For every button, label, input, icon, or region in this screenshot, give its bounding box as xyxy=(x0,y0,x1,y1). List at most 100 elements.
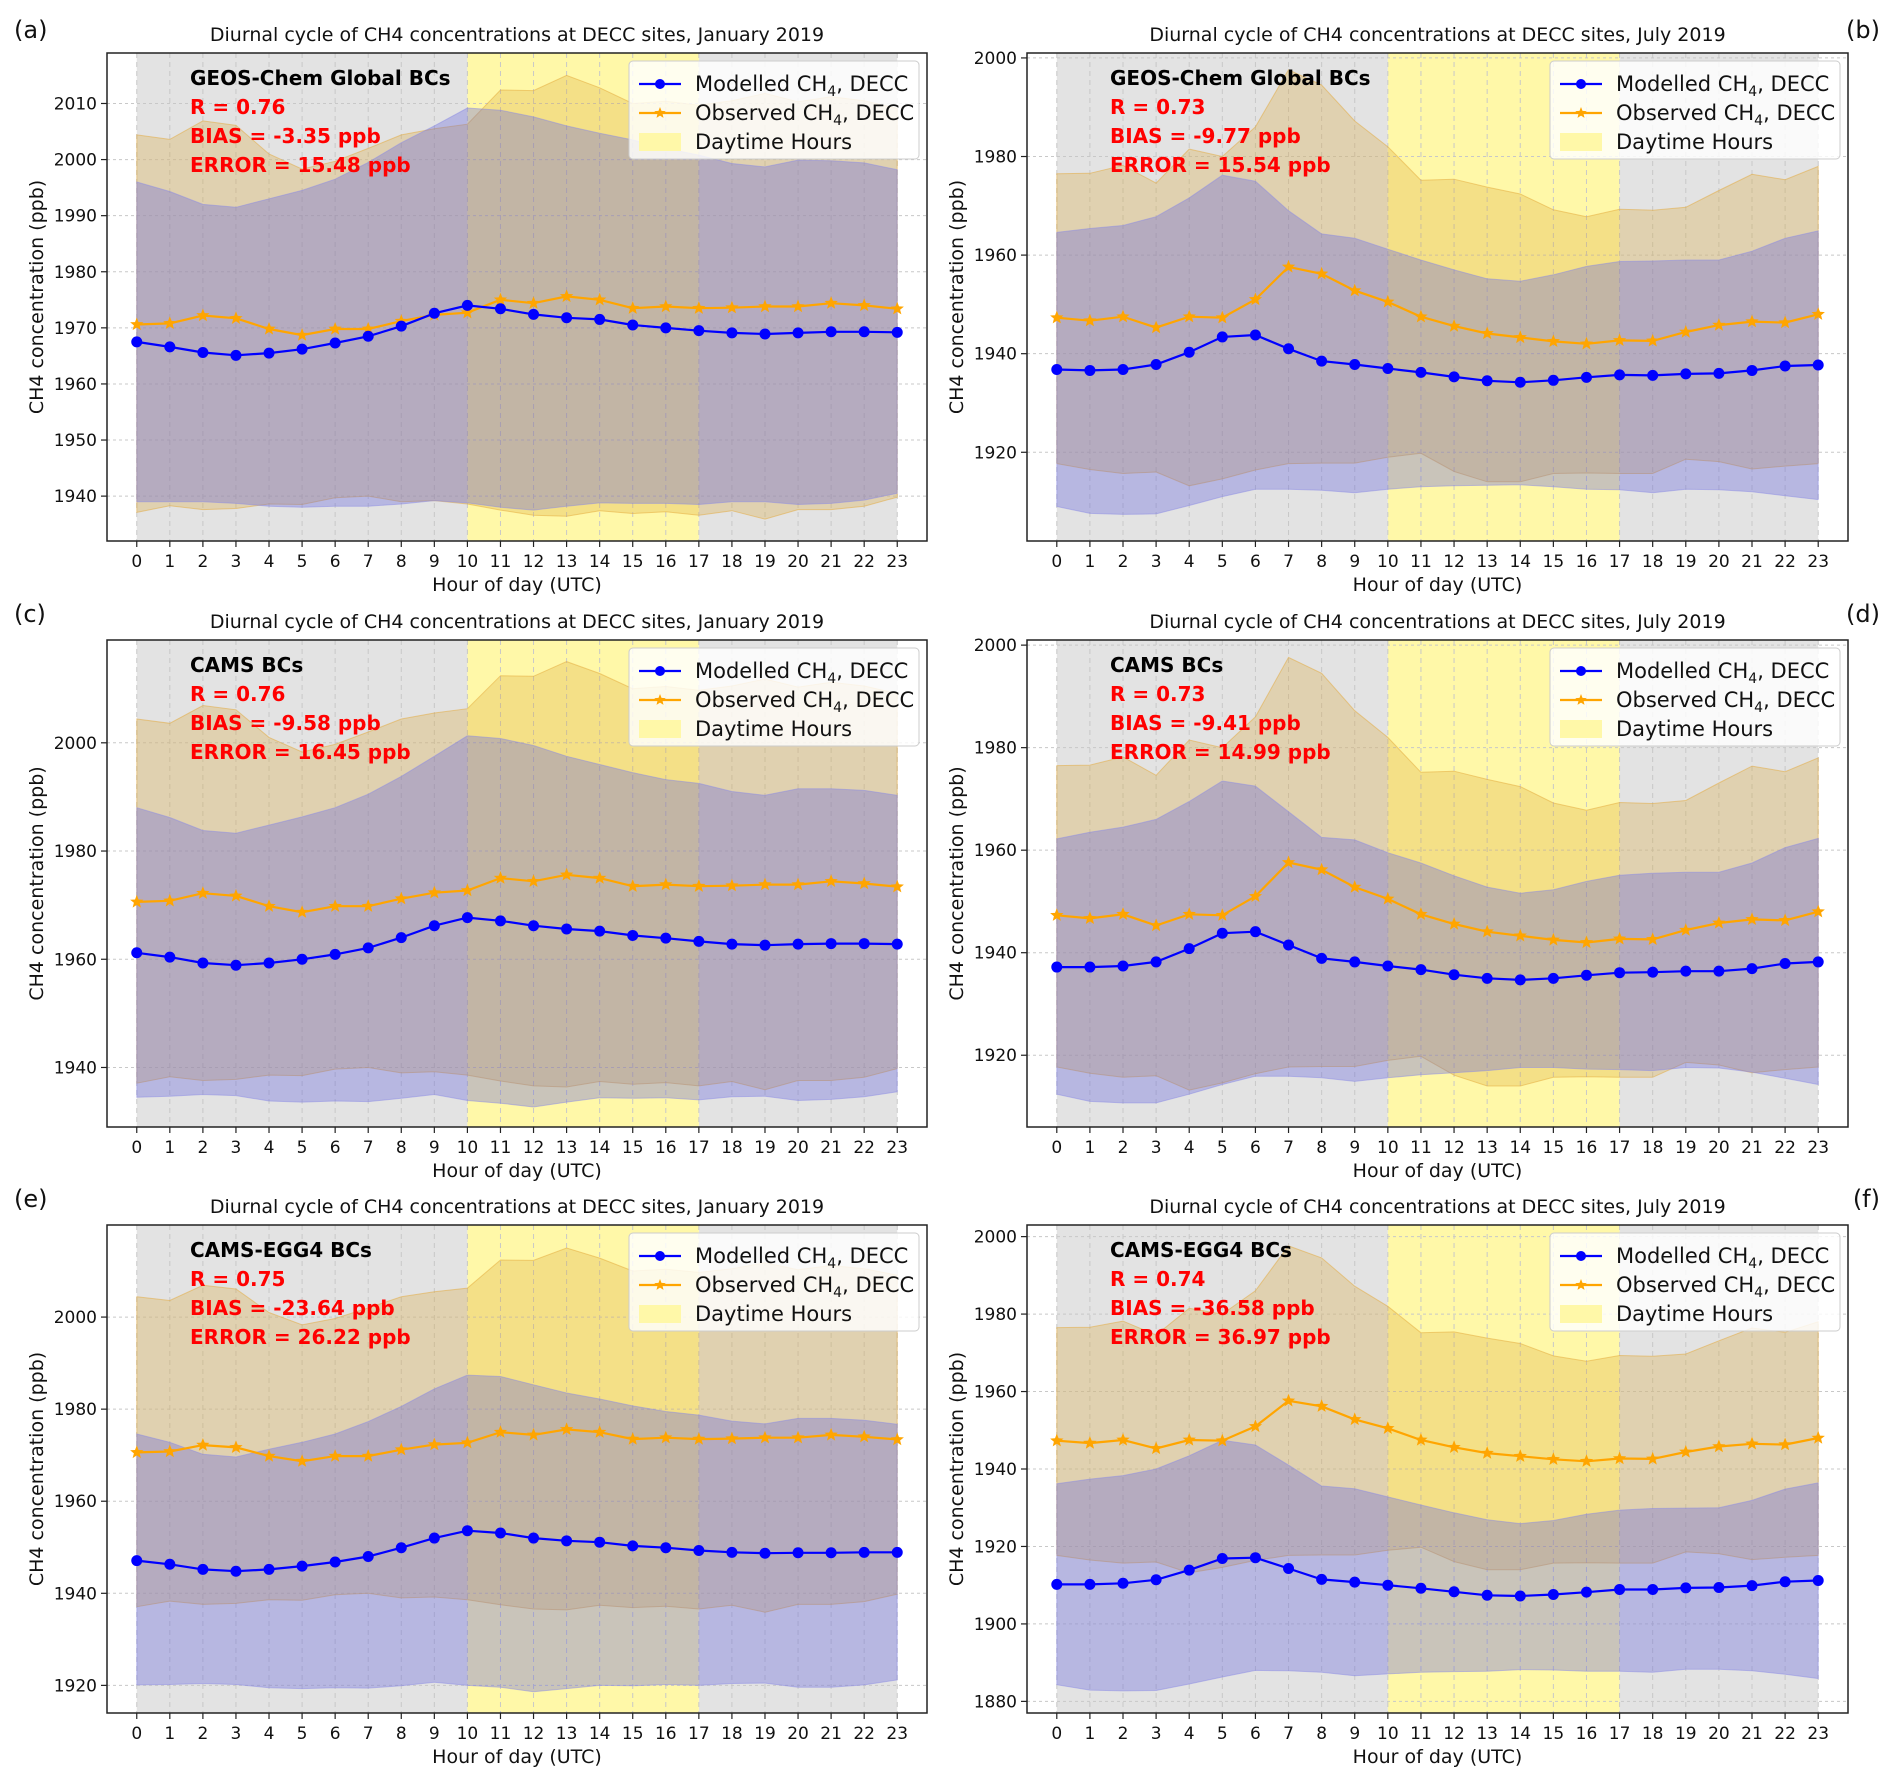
legend-modelled-marker-icon xyxy=(1576,79,1586,89)
modelled-point xyxy=(1481,1589,1493,1601)
observed-point xyxy=(626,301,640,314)
observed-point xyxy=(130,317,144,331)
x-tick-label: 10 xyxy=(1377,552,1399,572)
modelled-point xyxy=(1680,1582,1692,1594)
modelled-point xyxy=(1183,943,1195,955)
y-tick-label: 1980 xyxy=(54,263,97,283)
legend-daytime-swatch-icon xyxy=(1560,1305,1602,1323)
y-tick-label: 2000 xyxy=(974,49,1017,69)
modelled-point xyxy=(693,325,705,337)
observed-point xyxy=(1612,333,1627,346)
modelled-point xyxy=(726,327,738,339)
observed-point xyxy=(692,879,706,892)
x-tick-label: 6 xyxy=(1250,1138,1261,1158)
observed-point xyxy=(1182,309,1196,323)
x-tick-label: 3 xyxy=(231,552,242,572)
observed-point xyxy=(692,301,706,314)
observed-point xyxy=(1215,908,1229,921)
modelled-band xyxy=(136,1374,898,1693)
x-tick-label: 4 xyxy=(1184,1724,1195,1744)
observed-point xyxy=(626,1432,640,1445)
modelled-point xyxy=(1283,939,1295,951)
observed-point xyxy=(163,1444,177,1458)
legend-observed-star-icon xyxy=(1575,107,1587,118)
observed-point xyxy=(1315,266,1329,280)
modelled-point xyxy=(1812,359,1824,371)
y-tick-label: 1980 xyxy=(974,148,1017,168)
modelled-point xyxy=(1316,355,1328,367)
modelled-point xyxy=(1514,974,1526,986)
x-tick-label: 18 xyxy=(1642,1724,1664,1744)
stat-bias: BIAS = -9.41 ppb xyxy=(1110,711,1301,735)
observed-point xyxy=(163,316,177,329)
x-tick-label: 23 xyxy=(1807,1138,1829,1158)
modelled-point xyxy=(891,326,903,338)
modelled-point xyxy=(494,915,506,927)
x-tick-label: 6 xyxy=(330,1724,341,1744)
modelled-point xyxy=(1547,1588,1559,1600)
modelled-point xyxy=(1614,967,1626,979)
chart-title: Diurnal cycle of CH4 concentrations at D… xyxy=(210,1196,824,1218)
stat-r: R = 0.74 xyxy=(1110,1267,1205,1291)
x-tick-label: 17 xyxy=(688,1138,710,1158)
modelled-point xyxy=(759,1547,771,1559)
x-tick-label: 1 xyxy=(164,552,175,572)
observed-point xyxy=(1513,928,1527,942)
modelled-point xyxy=(1481,972,1493,984)
observed-point xyxy=(1546,932,1560,946)
observed-point xyxy=(1712,318,1726,331)
x-tick-label: 2 xyxy=(1118,1138,1129,1158)
modelled-point xyxy=(1746,364,1758,376)
observed-point xyxy=(1546,1452,1560,1465)
observed-point xyxy=(493,871,508,884)
observed-point xyxy=(626,879,640,892)
observed-point xyxy=(593,292,607,306)
observed-point xyxy=(1778,315,1792,329)
x-tick-label: 9 xyxy=(1349,552,1360,572)
x-tick-label: 14 xyxy=(589,552,611,572)
x-tick-label: 2 xyxy=(197,552,208,572)
observed-point xyxy=(1281,855,1296,869)
modelled-point xyxy=(1746,1580,1758,1592)
x-tick-label: 12 xyxy=(523,1724,545,1744)
x-tick-label: 19 xyxy=(754,1138,776,1158)
chart-title: Diurnal cycle of CH4 concentrations at D… xyxy=(210,24,824,46)
bc-name-label: CAMS-EGG4 BCs xyxy=(190,1238,372,1262)
observed-point xyxy=(196,886,210,899)
observed-point xyxy=(1381,294,1395,308)
modelled-point xyxy=(825,326,837,338)
observed-point xyxy=(229,1440,243,1453)
modelled-point xyxy=(461,299,473,311)
observed-point xyxy=(1348,1412,1362,1426)
x-tick-label: 13 xyxy=(1476,552,1498,572)
x-tick-label: 10 xyxy=(1377,1138,1399,1158)
modelled-point xyxy=(1415,964,1427,976)
observed-point xyxy=(295,1454,309,1467)
modelled-point xyxy=(296,1560,308,1572)
modelled-point xyxy=(1713,1582,1725,1594)
x-tick-label: 9 xyxy=(429,1138,440,1158)
modelled-point xyxy=(1746,963,1758,975)
observed-line xyxy=(1056,1399,1819,1463)
x-tick-label: 16 xyxy=(1576,552,1598,572)
observed-point xyxy=(758,299,772,313)
legend-observed-label: Observed CH4, DECC xyxy=(1616,1273,1835,1301)
modelled-point xyxy=(395,1542,407,1554)
y-tick-label: 1990 xyxy=(54,207,97,227)
modelled-point xyxy=(197,957,209,969)
observed-point xyxy=(262,322,276,335)
y-axis-label: CH4 concentration (ppb) xyxy=(26,766,48,1000)
legend-modelled-marker-icon xyxy=(655,79,665,89)
observed-point xyxy=(1348,880,1362,893)
observed-point xyxy=(1612,1451,1627,1465)
modelled-point xyxy=(825,938,837,950)
legend-daytime-label: Daytime Hours xyxy=(695,717,852,741)
x-tick-label: 5 xyxy=(1217,1138,1228,1158)
observed-point xyxy=(1745,1436,1759,1450)
x-tick-label: 2 xyxy=(1118,552,1129,572)
x-tick-label: 0 xyxy=(1051,1138,1062,1158)
modelled-point xyxy=(1382,1579,1394,1591)
